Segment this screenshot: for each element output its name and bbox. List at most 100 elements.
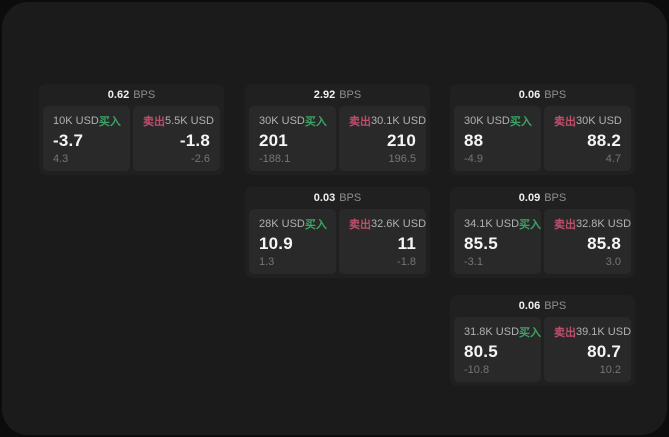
buy-sub-value: 4.3 xyxy=(53,153,69,165)
quote-card[interactable]: 0.09 BPS 34.1K USD 买入 85.5 -3.1 卖出 32.8K… xyxy=(450,187,635,278)
sell-amount: 30K USD xyxy=(576,115,622,127)
card-header: 0.62 BPS xyxy=(43,84,220,106)
buy-panel-header: 10K USD 买入 xyxy=(53,113,121,129)
quote-card[interactable]: 0.06 BPS 31.8K USD 买入 80.5 -10.8 卖出 39.1… xyxy=(450,295,635,386)
card-header: 0.06 BPS xyxy=(454,84,631,106)
buy-sub-value: -10.8 xyxy=(464,364,490,376)
sell-panel-header: 卖出 30K USD xyxy=(554,113,622,129)
bps-value: 0.62 xyxy=(107,89,130,101)
card-header: 0.09 BPS xyxy=(454,187,631,209)
buy-main-value: 85.5 xyxy=(464,233,498,253)
sell-panel: 卖出 39.1K USD 80.7 10.2 xyxy=(544,317,631,382)
quote-card[interactable]: 0.62 BPS 10K USD 买入 -3.7 4.3 卖出 5.5K USD xyxy=(39,84,224,175)
sell-badge[interactable]: 卖出 xyxy=(554,116,576,128)
buy-panel: 30K USD 买入 88 -4.9 xyxy=(454,106,541,171)
buy-panel-header: 31.8K USD 买入 xyxy=(464,324,541,340)
buy-main-value: 88 xyxy=(464,130,484,150)
bps-value: 0.06 xyxy=(518,89,541,101)
bps-unit-label: BPS xyxy=(133,89,156,101)
bps-unit-label: BPS xyxy=(339,89,362,101)
card-body: 30K USD 买入 88 -4.9 卖出 30K USD 88.2 4.7 xyxy=(454,106,631,171)
buy-amount: 28K USD xyxy=(259,218,305,230)
buy-sub-value: 1.3 xyxy=(259,256,275,268)
buy-badge[interactable]: 买入 xyxy=(304,116,327,128)
sell-panel-header: 卖出 30.1K USD xyxy=(349,113,426,129)
sell-main-value: 11 xyxy=(397,233,416,253)
bps-value: 0.03 xyxy=(313,192,336,204)
sell-badge[interactable]: 卖出 xyxy=(143,116,165,128)
buy-amount: 30K USD xyxy=(259,115,305,127)
card-header: 2.92 BPS xyxy=(249,84,426,106)
sell-badge[interactable]: 卖出 xyxy=(554,327,576,339)
buy-main-value: 10.9 xyxy=(259,233,293,253)
bps-unit-label: BPS xyxy=(544,89,567,101)
bps-value: 2.92 xyxy=(313,89,336,101)
sell-panel: 卖出 32.8K USD 85.8 3.0 xyxy=(544,209,631,274)
buy-badge[interactable]: 买入 xyxy=(519,327,542,339)
buy-panel-header: 28K USD 买入 xyxy=(259,216,327,232)
quote-card[interactable]: 0.06 BPS 30K USD 买入 88 -4.9 卖出 30K USD xyxy=(450,84,635,175)
buy-amount: 31.8K USD xyxy=(464,326,520,338)
buy-sub-value: -188.1 xyxy=(259,153,291,165)
sell-panel: 卖出 30.1K USD 210 196.5 xyxy=(339,106,426,171)
bps-unit-label: BPS xyxy=(339,192,362,204)
buy-panel-header: 30K USD 买入 xyxy=(464,113,532,129)
sell-badge[interactable]: 卖出 xyxy=(554,219,576,231)
bps-value: 0.09 xyxy=(518,192,541,204)
sell-main-value: 210 xyxy=(387,130,416,150)
buy-amount: 34.1K USD xyxy=(464,218,520,230)
quote-card[interactable]: 2.92 BPS 30K USD 买入 201 -188.1 卖出 30.1K … xyxy=(245,84,430,175)
sell-panel: 卖出 32.6K USD 11 -1.8 xyxy=(339,209,426,274)
buy-badge[interactable]: 买入 xyxy=(98,116,121,128)
sell-amount: 5.5K USD xyxy=(165,115,214,127)
sell-panel: 卖出 30K USD 88.2 4.7 xyxy=(544,106,631,171)
buy-main-value: -3.7 xyxy=(53,130,84,150)
buy-panel: 28K USD 买入 10.9 1.3 xyxy=(249,209,336,274)
card-body: 34.1K USD 买入 85.5 -3.1 卖出 32.8K USD 85.8… xyxy=(454,209,631,274)
bps-unit-label: BPS xyxy=(544,192,567,204)
sell-sub-value: 196.5 xyxy=(388,153,416,165)
buy-panel: 34.1K USD 买入 85.5 -3.1 xyxy=(454,209,541,274)
sell-amount: 32.8K USD xyxy=(576,218,632,230)
sell-main-value: 80.7 xyxy=(587,341,621,361)
sell-sub-value: 4.7 xyxy=(605,153,621,165)
quote-card[interactable]: 0.03 BPS 28K USD 买入 10.9 1.3 卖出 32.6K US… xyxy=(245,187,430,278)
buy-sub-value: -4.9 xyxy=(464,153,483,165)
sell-sub-value: -2.6 xyxy=(191,153,210,165)
sell-main-value: 88.2 xyxy=(587,130,621,150)
buy-sub-value: -3.1 xyxy=(464,256,483,268)
card-header: 0.06 BPS xyxy=(454,295,631,317)
buy-amount: 30K USD xyxy=(464,115,510,127)
bps-value: 0.06 xyxy=(518,300,541,312)
buy-panel: 30K USD 买入 201 -188.1 xyxy=(249,106,336,171)
buy-panel-header: 30K USD 买入 xyxy=(259,113,327,129)
buy-badge[interactable]: 买入 xyxy=(519,219,542,231)
buy-panel: 31.8K USD 买入 80.5 -10.8 xyxy=(454,317,541,382)
buy-panel-header: 34.1K USD 买入 xyxy=(464,216,541,232)
card-body: 28K USD 买入 10.9 1.3 卖出 32.6K USD 11 -1.8 xyxy=(249,209,426,274)
card-body: 31.8K USD 买入 80.5 -10.8 卖出 39.1K USD 80.… xyxy=(454,317,631,382)
sell-badge[interactable]: 卖出 xyxy=(349,116,371,128)
buy-panel: 10K USD 买入 -3.7 4.3 xyxy=(43,106,130,171)
sell-amount: 39.1K USD xyxy=(576,326,632,338)
buy-amount: 10K USD xyxy=(53,115,99,127)
buy-main-value: 201 xyxy=(259,130,288,150)
card-body: 10K USD 买入 -3.7 4.3 卖出 5.5K USD -1.8 -2.… xyxy=(43,106,220,171)
sell-panel-header: 卖出 32.8K USD xyxy=(554,216,631,232)
sell-sub-value: 10.2 xyxy=(599,364,621,376)
sell-main-value: -1.8 xyxy=(179,130,210,150)
buy-main-value: 80.5 xyxy=(464,341,498,361)
card-header: 0.03 BPS xyxy=(249,187,426,209)
sell-panel-header: 卖出 39.1K USD xyxy=(554,324,631,340)
sell-sub-value: -1.8 xyxy=(397,256,416,268)
sell-badge[interactable]: 卖出 xyxy=(349,219,371,231)
sell-amount: 30.1K USD xyxy=(371,115,427,127)
buy-badge[interactable]: 买入 xyxy=(304,219,327,231)
sell-main-value: 85.8 xyxy=(587,233,621,253)
sell-panel: 卖出 5.5K USD -1.8 -2.6 xyxy=(133,106,220,171)
sell-panel-header: 卖出 32.6K USD xyxy=(349,216,426,232)
bps-unit-label: BPS xyxy=(544,300,567,312)
card-body: 30K USD 买入 201 -188.1 卖出 30.1K USD 210 1… xyxy=(249,106,426,171)
buy-badge[interactable]: 买入 xyxy=(509,116,532,128)
